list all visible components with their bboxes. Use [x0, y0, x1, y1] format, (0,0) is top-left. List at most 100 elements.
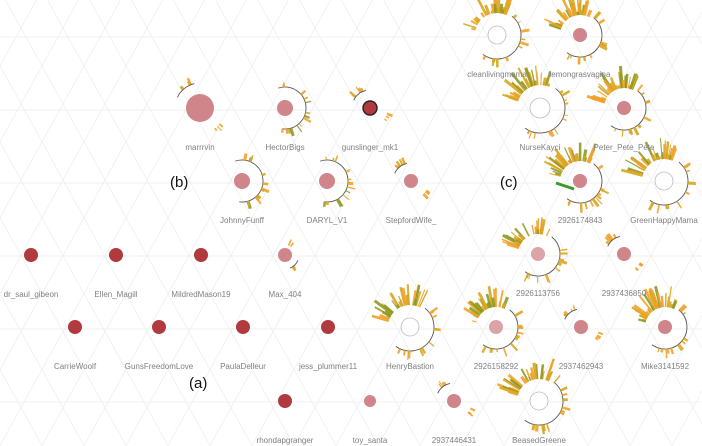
user-circle[interactable]: [574, 320, 588, 334]
activity-spike: [514, 310, 524, 317]
grid-line: [461, 10, 702, 446]
user-circle[interactable]: [319, 173, 335, 189]
activity-spike: [520, 375, 528, 385]
activity-spike: [530, 69, 536, 86]
activity-spike: [346, 186, 356, 190]
activity-spike: [526, 130, 531, 135]
user-node-cleanlivingmama[interactable]: [463, 0, 530, 68]
user-node-beasedgreene[interactable]: [496, 358, 571, 435]
user-node-ellen-magill[interactable]: [109, 248, 123, 262]
user-node-gunsfreedomlove[interactable]: [152, 320, 166, 334]
activity-spike: [487, 286, 494, 308]
activity-spike: [632, 126, 640, 136]
user-circle[interactable]: [24, 248, 38, 262]
activity-spike: [345, 168, 351, 172]
user-circle[interactable]: [277, 100, 293, 116]
activity-spike: [669, 147, 678, 161]
user-node-marrrvin[interactable]: [176, 77, 224, 132]
user-circle[interactable]: [278, 248, 292, 262]
activity-spike: [520, 236, 525, 241]
user-node-max-404[interactable]: [278, 239, 299, 272]
user-circle[interactable]: [362, 100, 378, 116]
user-circle[interactable]: [489, 320, 503, 334]
user-node-2926158292[interactable]: [463, 286, 524, 357]
activity-spike: [589, 200, 594, 207]
user-circle[interactable]: [487, 25, 507, 45]
user-circle[interactable]: [152, 320, 166, 334]
user-circle[interactable]: [236, 320, 250, 334]
user-circle[interactable]: [529, 97, 551, 119]
user-circle[interactable]: [658, 320, 672, 334]
user-circle[interactable]: [654, 171, 674, 191]
user-circle[interactable]: [400, 317, 420, 337]
node-label-2937446431: 2937446431: [431, 436, 477, 445]
activity-spike: [218, 123, 224, 128]
node-label-peter-pete-pete: Peter_Pete_Pete: [593, 143, 655, 152]
user-node-greenhappymama[interactable]: [620, 138, 697, 214]
activity-spike: [487, 301, 493, 309]
activity-spike: [646, 158, 652, 164]
user-circle[interactable]: [186, 94, 214, 122]
user-node-2937462943[interactable]: [563, 305, 604, 341]
activity-spike: [628, 85, 631, 89]
user-node-nursekayci[interactable]: [502, 65, 571, 139]
activity-spike: [582, 155, 587, 162]
activity-spike: [384, 310, 392, 317]
user-node-pauladelleur[interactable]: [236, 320, 250, 334]
activity-spike: [510, 94, 520, 100]
grid-line: [0, 292, 85, 446]
activity-spike: [512, 91, 521, 98]
activity-spike: [567, 200, 571, 205]
activity-spike: [595, 334, 602, 340]
user-node-daryl-v1[interactable]: [319, 155, 356, 208]
user-node-johnnyfunff[interactable]: [234, 153, 270, 210]
activity-spike: [678, 304, 687, 312]
activity-spike: [396, 304, 401, 309]
user-circle[interactable]: [404, 174, 418, 188]
user-circle[interactable]: [617, 247, 631, 261]
user-circle[interactable]: [321, 320, 335, 334]
activity-spike: [383, 304, 394, 314]
user-node-toy-santa[interactable]: [364, 395, 376, 407]
user-circle[interactable]: [278, 394, 292, 408]
user-node-2937446431[interactable]: [437, 381, 476, 417]
activity-spike: [628, 129, 632, 133]
activity-spike: [563, 147, 573, 164]
user-node-dr-saul-gibeon[interactable]: [24, 248, 38, 262]
user-circle[interactable]: [68, 320, 82, 334]
activity-spike: [560, 386, 568, 392]
activity-spike: [397, 348, 402, 354]
activity-spike: [471, 27, 476, 31]
user-circle[interactable]: [364, 395, 376, 407]
activity-spike: [332, 157, 335, 162]
activity-spike: [529, 372, 534, 381]
user-circle[interactable]: [447, 394, 461, 408]
timeline-arc: [564, 309, 578, 320]
timeline-arc: [176, 83, 195, 98]
user-circle[interactable]: [573, 174, 587, 188]
user-node-lemongrasvagina[interactable]: [544, 0, 608, 65]
user-node-mike3141592[interactable]: [631, 285, 689, 359]
activity-spike: [676, 200, 682, 208]
node-label-lemongrasvagina: lemongrasvagina: [549, 70, 611, 79]
user-node-gunslinger-mk1[interactable]: [349, 86, 393, 122]
user-node-jess-plummer11[interactable]: [321, 320, 335, 334]
activity-spike: [567, 159, 571, 164]
user-node-mildredmason19[interactable]: [194, 248, 208, 262]
user-circle[interactable]: [573, 28, 587, 42]
user-circle[interactable]: [194, 248, 208, 262]
user-node-hectorbigs[interactable]: [277, 82, 312, 137]
user-node-2926174843[interactable]: [543, 142, 610, 213]
user-circle[interactable]: [109, 248, 123, 262]
user-circle[interactable]: [529, 391, 549, 411]
user-circle[interactable]: [234, 173, 250, 189]
user-node-2937436850[interactable]: [604, 233, 644, 272]
user-circle[interactable]: [531, 247, 545, 261]
user-circle[interactable]: [617, 101, 631, 115]
user-node-henrybastion[interactable]: [371, 284, 441, 361]
user-node-2926113756[interactable]: [501, 216, 568, 284]
user-node-carriewoolf[interactable]: [68, 320, 82, 334]
user-node-peter-pete-pete[interactable]: [586, 65, 652, 137]
user-node-rhondapgranger[interactable]: [278, 394, 292, 408]
user-node-stepfordwife-[interactable]: [394, 157, 431, 200]
